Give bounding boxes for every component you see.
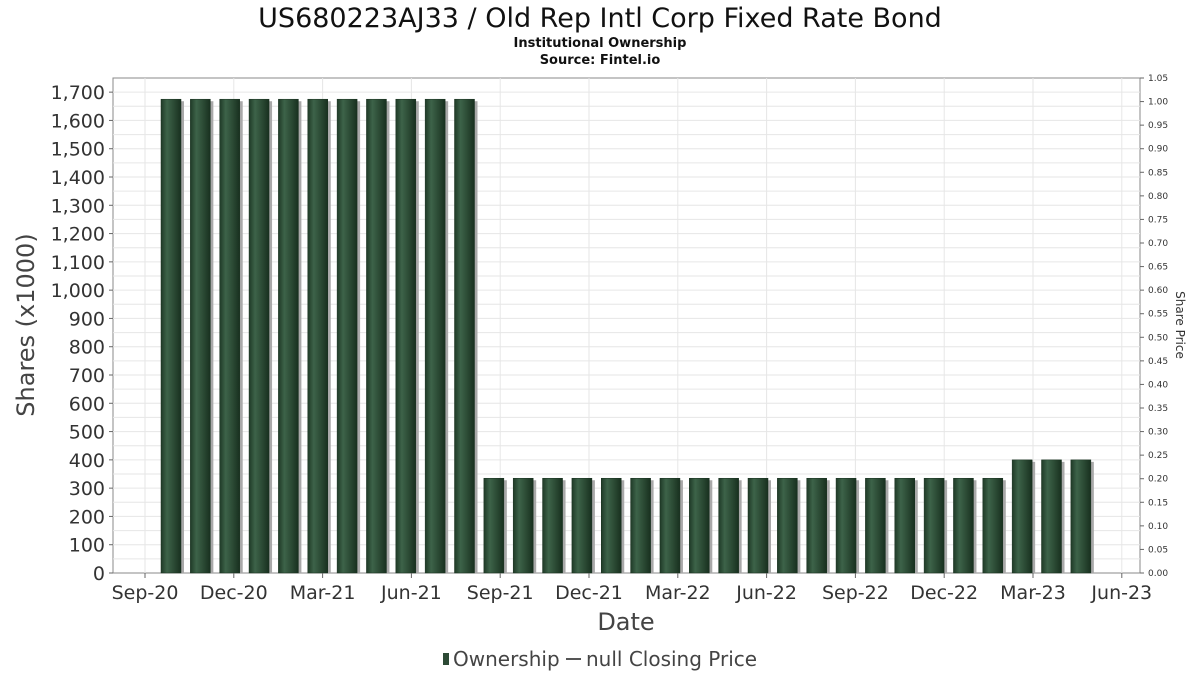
ownership-bar bbox=[718, 477, 739, 574]
x-tick-label: Jun-21 bbox=[380, 582, 442, 604]
y-tick-label: 900 bbox=[69, 308, 105, 330]
ownership-bar bbox=[483, 477, 505, 574]
ownership-bar bbox=[835, 477, 857, 574]
y-right-tick-label: 0.00 bbox=[1148, 569, 1168, 579]
x-tick-label: Dec-20 bbox=[200, 582, 268, 604]
y-tick-label: 1,100 bbox=[51, 252, 105, 274]
x-tick-label: Mar-21 bbox=[290, 582, 356, 604]
y-right-tick-label: 0.40 bbox=[1148, 380, 1168, 390]
legend-ownership-label: Ownership bbox=[453, 647, 560, 671]
y-right-tick-label: 1.05 bbox=[1148, 74, 1168, 84]
ownership-bar bbox=[248, 98, 270, 574]
x-tick-label: Jun-22 bbox=[735, 582, 797, 604]
y-axis-right-label: Share Price bbox=[1173, 291, 1187, 359]
y-tick-label: 1,500 bbox=[51, 139, 105, 161]
ownership-bar bbox=[777, 477, 798, 574]
x-tick-label: Sep-20 bbox=[112, 582, 179, 604]
y-tick-label: 1,300 bbox=[51, 195, 105, 217]
y-right-tick-label: 0.90 bbox=[1148, 145, 1168, 155]
y-right-tick-label: 0.15 bbox=[1148, 498, 1168, 508]
y-tick-label: 200 bbox=[69, 506, 105, 528]
y-tick-label: 300 bbox=[69, 478, 105, 500]
ownership-bar bbox=[542, 477, 563, 574]
y-right-tick-label: 0.70 bbox=[1148, 239, 1168, 249]
legend-price-label: null Closing Price bbox=[586, 647, 757, 671]
y-tick-label: 1,000 bbox=[51, 280, 105, 302]
ownership-bar bbox=[366, 98, 387, 574]
ownership-bar bbox=[923, 477, 945, 574]
y-tick-label: 1,400 bbox=[51, 167, 105, 189]
ownership-bar bbox=[160, 98, 182, 574]
y-tick-label: 800 bbox=[69, 337, 105, 359]
x-tick-label: Mar-22 bbox=[645, 582, 711, 604]
ownership-bar bbox=[806, 477, 827, 574]
y-tick-label: 600 bbox=[69, 393, 105, 415]
y-tick-label: 700 bbox=[69, 365, 105, 387]
ownership-bar bbox=[512, 477, 534, 574]
y-axis-ticks: 0 100 200 300 400 500 600 700 800 900 1,000 1,100 1,… bbox=[51, 82, 113, 585]
y-right-tick-label: 0.10 bbox=[1148, 522, 1168, 532]
y-axis-right-ticks: 0.00 0.05 0.10 0.15 0.20 0.25 0.30 0.35 0.40 0.45… bbox=[1140, 74, 1168, 579]
ownership-bar bbox=[894, 477, 915, 574]
ownership-bar bbox=[865, 477, 886, 574]
y-right-tick-label: 0.45 bbox=[1148, 357, 1168, 367]
y-right-tick-label: 0.50 bbox=[1148, 333, 1168, 343]
ownership-bar bbox=[336, 98, 358, 574]
y-right-tick-label: 0.35 bbox=[1148, 404, 1168, 414]
y-right-tick-label: 0.60 bbox=[1148, 286, 1168, 296]
x-tick-label: Dec-22 bbox=[910, 582, 978, 604]
y-right-tick-label: 0.65 bbox=[1148, 263, 1168, 273]
x-axis-ticks: Sep-20 Dec-20 Mar-21 Jun-21 Sep-21 Dec-21 Mar-… bbox=[112, 573, 1152, 604]
chart-source: Source: Fintel.io bbox=[540, 53, 661, 68]
ownership-bar bbox=[278, 98, 299, 574]
x-axis-label: Date bbox=[597, 608, 654, 636]
ownership-bar bbox=[307, 98, 328, 574]
y-right-tick-label: 0.55 bbox=[1148, 310, 1168, 320]
ownership-bar bbox=[219, 98, 240, 574]
y-right-tick-label: 0.75 bbox=[1148, 215, 1168, 225]
ownership-bar bbox=[1011, 459, 1033, 574]
y-tick-label: 500 bbox=[69, 422, 105, 444]
y-axis-label: Shares (x1000) bbox=[12, 233, 40, 416]
chart-subtitle: Institutional Ownership bbox=[514, 36, 687, 51]
y-right-tick-label: 0.05 bbox=[1148, 545, 1168, 555]
x-tick-label: Jun-23 bbox=[1090, 582, 1152, 604]
x-tick-label: Mar-23 bbox=[1000, 582, 1066, 604]
legend-ownership-swatch bbox=[443, 653, 449, 665]
ownership-bar bbox=[601, 477, 622, 574]
y-right-tick-label: 0.25 bbox=[1148, 451, 1168, 461]
y-right-tick-label: 0.85 bbox=[1148, 168, 1168, 178]
x-tick-label: Sep-22 bbox=[822, 582, 889, 604]
ownership-bar bbox=[747, 477, 769, 574]
bars bbox=[160, 98, 1094, 574]
ownership-bar bbox=[630, 477, 651, 574]
ownership-bar bbox=[454, 98, 475, 574]
ownership-bar bbox=[689, 477, 710, 574]
y-right-tick-label: 0.95 bbox=[1148, 121, 1168, 131]
y-tick-label: 400 bbox=[69, 450, 105, 472]
ownership-bar bbox=[571, 477, 593, 574]
ownership-bar bbox=[1041, 459, 1062, 574]
ownership-bar bbox=[1070, 459, 1092, 574]
ownership-bar bbox=[424, 98, 446, 574]
y-right-tick-label: 0.20 bbox=[1148, 475, 1168, 485]
ownership-bar bbox=[953, 477, 974, 574]
y-tick-label: 0 bbox=[93, 563, 105, 585]
ownership-bar bbox=[190, 98, 211, 574]
y-tick-label: 1,600 bbox=[51, 110, 105, 132]
y-right-tick-label: 0.80 bbox=[1148, 192, 1168, 202]
legend: Ownership null Closing Price bbox=[443, 647, 757, 671]
chart-title: US680223AJ33 / Old Rep Intl Corp Fixed R… bbox=[258, 3, 942, 34]
x-tick-label: Dec-21 bbox=[555, 582, 623, 604]
ownership-bar bbox=[395, 98, 417, 574]
y-tick-label: 1,200 bbox=[51, 224, 105, 246]
ownership-bar bbox=[982, 477, 1004, 574]
y-right-tick-label: 1.00 bbox=[1148, 98, 1168, 108]
y-tick-label: 1,700 bbox=[51, 82, 105, 104]
ownership-bar bbox=[659, 477, 681, 574]
y-right-tick-label: 0.30 bbox=[1148, 428, 1168, 438]
y-tick-label: 100 bbox=[69, 535, 105, 557]
x-tick-label: Sep-21 bbox=[467, 582, 534, 604]
